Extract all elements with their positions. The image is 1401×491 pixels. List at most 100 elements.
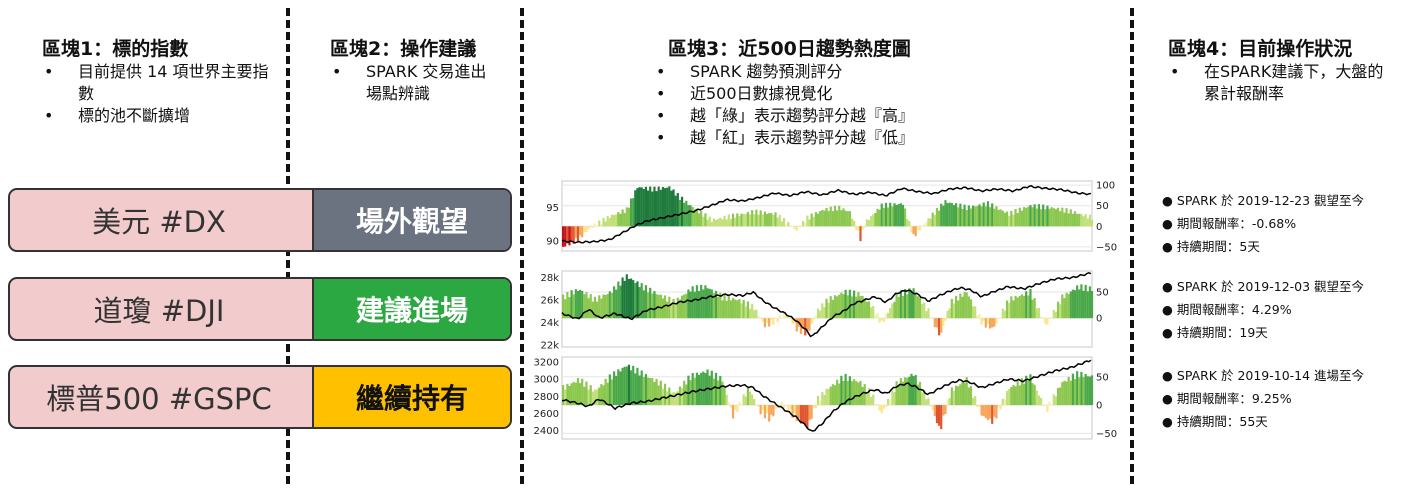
score-bar (1014, 295, 1017, 319)
score-bar (625, 274, 628, 319)
score-bar (761, 318, 764, 322)
score-bar (1033, 298, 1036, 319)
score-bar (874, 404, 877, 406)
score-bar (935, 318, 939, 328)
score-bar (937, 210, 941, 227)
score-bar (1090, 291, 1094, 319)
score-bar (1078, 377, 1081, 406)
score-bar (853, 379, 856, 406)
score-bar (651, 378, 654, 406)
score-bar (744, 214, 747, 227)
score-bar (683, 294, 686, 319)
score-bar (674, 304, 677, 319)
score-bar (838, 294, 841, 319)
score-bar (823, 307, 826, 319)
score-bar (1014, 386, 1017, 406)
score-bar (931, 212, 934, 227)
score-bar (581, 378, 584, 406)
score-bar (1010, 386, 1013, 406)
left-axis-tick: 2600 (534, 409, 559, 420)
score-bar (772, 405, 775, 417)
score-bar (583, 226, 586, 233)
status-line: 持續期間：19天 (1162, 321, 1364, 344)
score-bar (1001, 308, 1004, 319)
score-bar (704, 213, 707, 227)
score-bar (748, 391, 752, 406)
ticker-row-dji[interactable]: 道瓊 #DJI 建議進場 (8, 277, 512, 341)
score-bar (593, 223, 597, 227)
score-bar (912, 376, 915, 406)
score-bar (889, 202, 892, 227)
score-bar (810, 318, 813, 324)
score-bar (787, 405, 790, 414)
score-bar (678, 199, 682, 227)
score-bar (1044, 209, 1047, 227)
score-bar (627, 207, 631, 227)
score-bar (655, 378, 658, 406)
score-bar (729, 405, 733, 408)
score-bar (574, 289, 577, 319)
score-bar (595, 389, 599, 406)
score-bar (642, 188, 645, 227)
score-bar (1022, 383, 1026, 406)
score-bar (1003, 399, 1007, 406)
score-bar (568, 385, 571, 406)
score-bar (1008, 215, 1011, 227)
score-bar (1084, 374, 1087, 406)
score-bar (719, 217, 722, 227)
score-bar (562, 294, 565, 319)
score-bar (965, 292, 968, 319)
score-bar (1071, 373, 1075, 406)
score-bar (695, 372, 699, 406)
score-bar (653, 186, 656, 227)
score-bar (950, 387, 953, 406)
score-bar (940, 405, 943, 430)
score-bar (619, 371, 622, 406)
score-bar (736, 405, 739, 412)
score-bar (944, 200, 947, 227)
score-bar (572, 381, 575, 406)
score-bar (1005, 300, 1009, 319)
score-bar (1086, 291, 1089, 319)
score-bar (789, 405, 792, 410)
ticker-row-gspc[interactable]: 標普500 #GSPC 繼續持有 (8, 365, 512, 429)
score-bar (844, 289, 847, 319)
score-bar (625, 366, 628, 406)
score-bar (578, 289, 582, 319)
score-bar (570, 226, 573, 241)
score-bar (649, 378, 652, 406)
score-bar (789, 226, 792, 227)
score-bar (646, 190, 650, 227)
score-bar (1025, 291, 1028, 319)
score-bar (935, 207, 939, 227)
score-bar (581, 226, 584, 238)
score-bar (653, 291, 656, 319)
score-bar (608, 291, 611, 319)
score-bar (1037, 204, 1041, 227)
score-bar (974, 395, 977, 406)
score-bar (678, 299, 682, 319)
score-bar (636, 367, 639, 406)
score-bar (838, 205, 841, 227)
score-bar (691, 207, 694, 227)
score-bars (562, 364, 1094, 430)
score-bar (920, 303, 924, 319)
score-bar (957, 207, 960, 227)
score-bar (787, 316, 790, 319)
score-bar (799, 226, 803, 227)
ticker-row-dx[interactable]: 美元 #DX 場外觀望 (8, 188, 512, 252)
score-bar (819, 310, 822, 319)
score-bar (606, 215, 609, 227)
score-bar (1076, 285, 1079, 319)
score-bar (736, 300, 739, 319)
bullet-item: 在SPARK建議下，大盤的累計報酬率 (1168, 61, 1390, 105)
score-bar (782, 313, 786, 319)
score-bar (1037, 395, 1041, 406)
score-bar (1010, 296, 1013, 319)
score-bar (808, 219, 811, 227)
score-bar (649, 287, 652, 319)
score-bar (723, 385, 726, 406)
score-bar (861, 295, 864, 319)
score-bar (857, 226, 860, 231)
score-bar (988, 318, 992, 329)
